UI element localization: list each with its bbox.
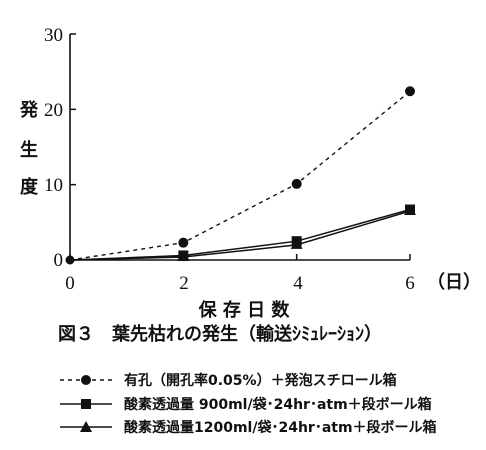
data-point-origin [65,255,75,265]
y-axis-title-char: 度 [20,176,39,198]
x-tick-label: 4 [293,273,303,294]
y-axis-title-char: 発 [19,99,39,121]
axes [69,34,410,261]
y-tick-label: 0 [54,250,64,271]
legend-square-marker [81,399,91,409]
legend: 有孔（開孔率0.05%）＋発泡スチロール箱 酸素透過量 900ml/袋･24hr… [60,372,437,436]
series-line-triangle [69,210,411,261]
legend-label: 酸素透過量1200ml/袋･24hr･atm＋段ボール箱 [124,419,437,436]
series-line-circle [69,90,411,261]
x-tick-labels: 0 2 4 6 [65,273,415,294]
x-axis-title: 保 存 日 数 [198,299,291,321]
y-tick-labels: 0 10 20 30 [44,25,63,271]
legend-item: 酸素透過量 900ml/袋･24hr･atm＋段ボール箱 [60,396,432,413]
figure-caption: 図３ 葉先枯れの発生（輸送ｼﾐｭﾚｰｼｮﾝ） [58,323,382,345]
data-point-circle [178,237,189,248]
data-point-circle [291,178,302,189]
x-tick-label: 6 [405,273,415,294]
data-point-triangle [177,250,190,261]
data-point-circle [405,86,415,97]
y-axis-title-char: 生 [20,139,38,161]
data-point-triangle [404,205,416,216]
legend-label: 有孔（開孔率0.05%）＋発泡スチロール箱 [124,372,397,389]
x-unit-label: （日） [427,272,481,293]
x-tick-label: 2 [179,273,189,294]
legend-item: 酸素透過量1200ml/袋･24hr･atm＋段ボール箱 [60,419,437,436]
legend-circle-marker [81,375,91,385]
legend-item: 有孔（開孔率0.05%）＋発泡スチロール箱 [60,372,397,389]
y-axis-title: 発 生 度 [19,99,39,198]
data-point-triangle [290,238,303,249]
x-tick-label: 0 [65,273,75,294]
y-tick-label: 30 [44,25,63,46]
y-tick-label: 20 [44,100,63,121]
series-layer [65,86,416,265]
legend-label: 酸素透過量 900ml/袋･24hr･atm＋段ボール箱 [124,396,432,413]
legend-triangle-marker [80,421,92,432]
y-tick-label: 10 [44,175,63,196]
